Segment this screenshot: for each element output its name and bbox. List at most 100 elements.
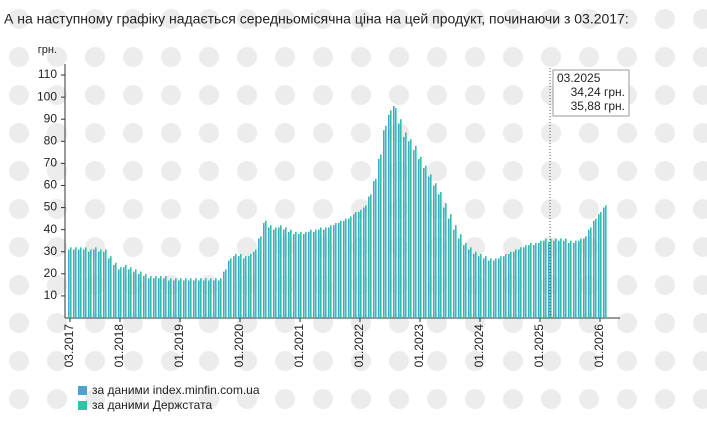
bar bbox=[98, 251, 100, 318]
bar bbox=[243, 258, 245, 318]
bar bbox=[228, 260, 230, 318]
bar bbox=[185, 278, 187, 318]
y-tick-label: 20 bbox=[44, 266, 58, 280]
bar bbox=[160, 276, 162, 318]
legend-swatch bbox=[78, 401, 87, 410]
bar bbox=[443, 207, 445, 318]
bar bbox=[263, 223, 265, 318]
bar bbox=[358, 211, 360, 318]
bar bbox=[428, 176, 430, 318]
bar bbox=[573, 242, 575, 318]
bar bbox=[225, 269, 227, 318]
bar bbox=[605, 205, 607, 318]
bar bbox=[295, 231, 297, 318]
bar bbox=[118, 269, 120, 318]
bar bbox=[345, 218, 347, 318]
x-tick-label: 01.2021 bbox=[292, 324, 306, 368]
bar bbox=[368, 196, 370, 318]
bar bbox=[170, 278, 172, 318]
bar bbox=[505, 253, 507, 318]
bar bbox=[310, 229, 312, 318]
bar bbox=[275, 227, 277, 318]
bar bbox=[278, 227, 280, 318]
bar bbox=[270, 225, 272, 318]
bar bbox=[188, 280, 190, 318]
bar bbox=[390, 110, 392, 319]
bar bbox=[85, 247, 87, 318]
y-tick-label: 70 bbox=[44, 156, 58, 170]
bar bbox=[318, 229, 320, 318]
bar bbox=[163, 278, 165, 318]
bar bbox=[453, 229, 455, 318]
x-tick-label: 01.2023 bbox=[412, 324, 426, 368]
bar bbox=[433, 185, 435, 318]
bar bbox=[555, 238, 557, 318]
bar bbox=[238, 256, 240, 318]
bar bbox=[180, 278, 182, 318]
bar bbox=[593, 220, 595, 318]
bar bbox=[205, 278, 207, 318]
bar bbox=[113, 264, 115, 318]
bar bbox=[93, 249, 95, 318]
bar bbox=[203, 280, 205, 318]
bar bbox=[105, 249, 107, 318]
bar bbox=[513, 251, 515, 318]
bar bbox=[583, 238, 585, 318]
y-tick-label: 60 bbox=[44, 178, 58, 192]
bar bbox=[383, 130, 385, 318]
y-tick-label: 10 bbox=[44, 288, 58, 302]
bar bbox=[468, 249, 470, 318]
legend-label: за даними Держстата bbox=[92, 398, 212, 412]
y-tick-label: 90 bbox=[44, 111, 58, 125]
bar bbox=[603, 207, 605, 318]
bar bbox=[438, 194, 440, 318]
bar bbox=[240, 253, 242, 318]
bar bbox=[293, 234, 295, 318]
bar bbox=[250, 253, 252, 318]
bar bbox=[108, 258, 110, 318]
bar bbox=[305, 231, 307, 318]
tooltip-value: 35,88 грн. bbox=[571, 99, 625, 113]
bar bbox=[133, 271, 135, 318]
bar bbox=[375, 178, 377, 318]
bar bbox=[140, 271, 142, 318]
bar bbox=[575, 240, 577, 318]
tooltip-value: 34,24 грн. bbox=[571, 85, 625, 99]
bar bbox=[538, 242, 540, 318]
bar bbox=[370, 194, 372, 318]
bar bbox=[423, 167, 425, 318]
bar bbox=[248, 256, 250, 318]
bar bbox=[78, 249, 80, 318]
bar bbox=[388, 114, 390, 318]
bar bbox=[138, 273, 140, 318]
y-tick-label: 50 bbox=[44, 200, 58, 214]
bar bbox=[500, 256, 502, 318]
bar bbox=[580, 238, 582, 318]
bar bbox=[323, 229, 325, 318]
bar bbox=[200, 278, 202, 318]
bar bbox=[535, 242, 537, 318]
bar bbox=[103, 251, 105, 318]
bar bbox=[283, 229, 285, 318]
bar bbox=[495, 258, 497, 318]
chart-title: А на наступному графіку надається середн… bbox=[4, 11, 629, 27]
x-tick-label: 01.2018 bbox=[112, 324, 126, 368]
bar bbox=[568, 242, 570, 318]
bar bbox=[210, 278, 212, 318]
x-tick-label: 01.2025 bbox=[532, 324, 546, 368]
bar bbox=[320, 227, 322, 318]
bar bbox=[83, 249, 85, 318]
bar bbox=[565, 238, 567, 318]
bar bbox=[145, 273, 147, 318]
bar bbox=[435, 183, 437, 318]
bar bbox=[410, 139, 412, 318]
bar bbox=[590, 227, 592, 318]
bar bbox=[168, 280, 170, 318]
bar bbox=[523, 247, 525, 318]
bar bbox=[233, 256, 235, 318]
bar bbox=[255, 249, 257, 318]
bar bbox=[598, 214, 600, 318]
y-tick-label: 110 bbox=[38, 67, 57, 81]
x-tick-label: 01.2020 bbox=[232, 324, 246, 368]
